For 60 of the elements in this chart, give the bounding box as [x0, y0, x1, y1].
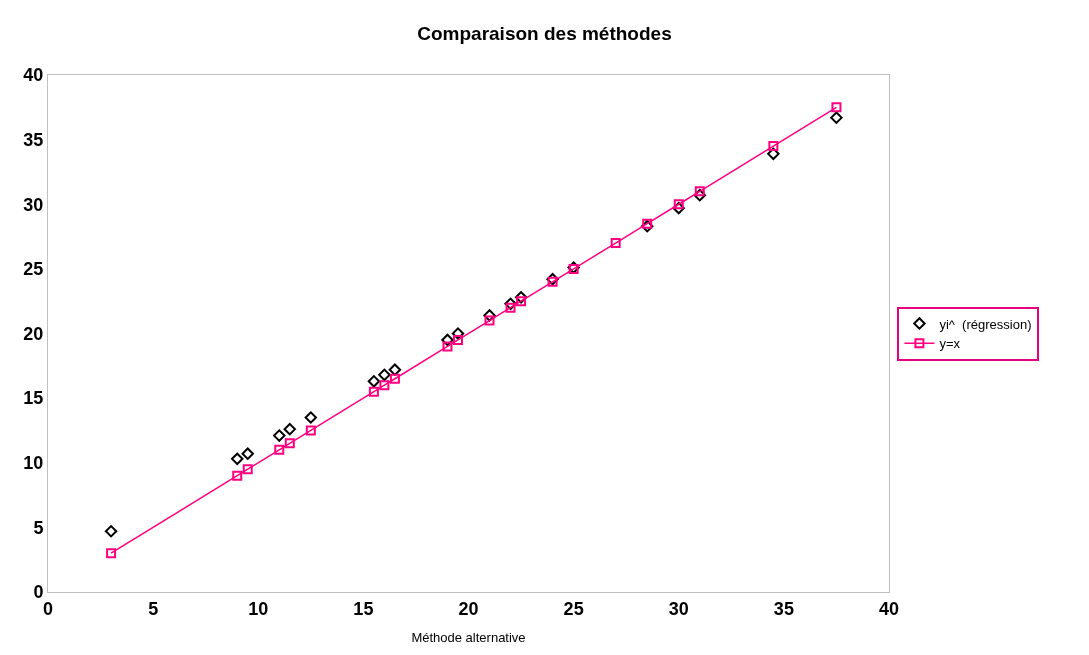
point — [368, 386, 379, 397]
x-tick-label: 30 — [668, 598, 689, 619]
point — [672, 201, 685, 215]
x-tick-label: 40 — [878, 598, 900, 619]
point — [274, 444, 285, 455]
x-axis-title: Méthode alternative — [411, 630, 526, 646]
x-tick-label: 15 — [353, 598, 374, 619]
point — [441, 333, 454, 347]
point — [241, 447, 254, 460]
x-tick-label: 5 — [148, 598, 159, 619]
y-tick-label: 20 — [23, 323, 44, 344]
point — [283, 422, 296, 436]
chart-title: Comparaison des méthodes — [417, 22, 672, 44]
point — [505, 302, 516, 313]
point — [104, 525, 118, 538]
point — [284, 438, 295, 449]
point — [452, 334, 463, 345]
point — [232, 470, 243, 481]
point — [831, 102, 842, 113]
point — [231, 452, 244, 466]
y-tick-label: 5 — [33, 517, 44, 538]
y-tick-label: 30 — [23, 194, 44, 215]
y-tick-label: 35 — [23, 129, 44, 150]
point — [442, 341, 453, 352]
point — [367, 375, 381, 388]
point — [516, 296, 527, 307]
point — [673, 199, 684, 210]
x-tick-label: 20 — [458, 598, 479, 619]
point — [830, 111, 843, 124]
point — [484, 315, 495, 326]
point — [378, 368, 391, 382]
point — [694, 186, 705, 197]
point — [304, 411, 318, 424]
legend-label: y=x — [939, 336, 961, 352]
x-tick-label: 10 — [248, 598, 269, 619]
y-tick-label: 0 — [33, 582, 44, 603]
point — [610, 238, 621, 249]
point — [768, 141, 779, 152]
point — [641, 220, 654, 233]
point — [305, 425, 316, 436]
point — [451, 327, 465, 340]
point — [504, 297, 517, 310]
point — [514, 291, 528, 304]
x-tick-label: 35 — [773, 598, 794, 619]
legend-label: yi^ (régression) — [939, 316, 1032, 332]
point — [388, 363, 402, 376]
point — [106, 548, 117, 559]
point — [379, 380, 390, 391]
y-tick-label: 25 — [23, 259, 44, 280]
y-tick-label: 40 — [23, 65, 44, 86]
y-tick-label: 10 — [23, 453, 44, 474]
point — [767, 147, 780, 161]
point — [483, 309, 496, 322]
y-tick-label: 15 — [23, 388, 44, 409]
point — [389, 373, 400, 384]
point — [693, 189, 706, 202]
point — [242, 464, 253, 475]
x-tick-label: 25 — [563, 598, 584, 619]
point — [273, 429, 286, 442]
point — [642, 218, 653, 229]
